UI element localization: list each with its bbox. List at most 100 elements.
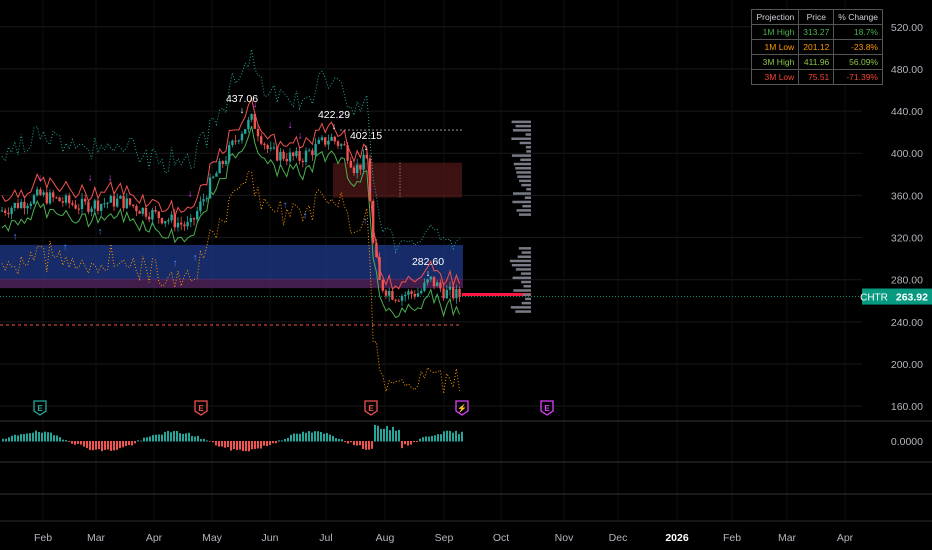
candle xyxy=(125,198,128,209)
oscillator-bar xyxy=(368,441,370,450)
volume-profile-bar xyxy=(512,192,531,195)
sell-arrow-icon: ↓ xyxy=(288,120,293,131)
y-tick-label: 400.00 xyxy=(891,148,923,160)
oscillator-bar xyxy=(233,441,235,450)
candle xyxy=(84,198,87,202)
candle xyxy=(61,201,64,203)
oscillator-bar xyxy=(98,441,100,450)
candle xyxy=(167,220,170,222)
oscillator-bar xyxy=(263,441,265,446)
oscillator-bar xyxy=(68,441,70,442)
volume-profile-bar xyxy=(511,263,531,267)
volume-profile-bar xyxy=(516,209,531,212)
oscillator-bar xyxy=(29,433,31,442)
oscillator-bar xyxy=(86,441,88,449)
oscillator-bar xyxy=(173,431,175,442)
candle xyxy=(100,204,103,211)
candle xyxy=(122,195,125,209)
candle xyxy=(0,210,4,212)
oscillator-bar xyxy=(212,441,214,443)
sell-arrow-icon: ↓ xyxy=(88,173,93,184)
oscillator-bar xyxy=(254,441,256,450)
table-row: 3M Low 75.51 -71.39% xyxy=(751,69,883,85)
y-tick-label: 240.00 xyxy=(891,317,923,329)
oscillator-bar xyxy=(434,435,436,442)
oscillator-bar xyxy=(245,441,247,452)
oscillator-bar xyxy=(293,433,295,442)
candle xyxy=(391,290,394,300)
candle xyxy=(400,295,404,301)
candle xyxy=(215,173,218,177)
candle xyxy=(186,221,189,227)
candle xyxy=(7,212,10,215)
candle xyxy=(330,136,333,141)
oscillator-bar xyxy=(251,441,253,450)
oscillator-bar xyxy=(461,431,463,442)
oscillator-bar xyxy=(332,435,334,442)
buy-arrow-icon: ↑ xyxy=(283,200,288,211)
volume-profile-bar xyxy=(515,166,531,170)
candle xyxy=(103,203,106,205)
oscillator-bar xyxy=(59,437,61,442)
oscillator-bar xyxy=(311,432,313,442)
oscillator-bar xyxy=(428,436,430,442)
annotation-label: 282.60 xyxy=(412,256,444,268)
candle xyxy=(148,216,151,220)
candle xyxy=(64,195,68,203)
oscillator-bar xyxy=(338,438,340,442)
oscillator-bar xyxy=(398,429,400,442)
oscillator-bar xyxy=(209,441,211,442)
table-row: 1M Low 201.12 -23.8% xyxy=(751,39,883,55)
volume-profile-bar xyxy=(516,171,531,174)
oscillator-bar xyxy=(134,441,136,444)
candle xyxy=(4,210,7,213)
volume-profile-bar xyxy=(515,124,531,128)
oscillator-bar xyxy=(23,434,25,442)
candle xyxy=(404,294,407,296)
oscillator-bar xyxy=(449,430,451,442)
candle xyxy=(32,195,36,204)
candle xyxy=(23,201,26,209)
volume-profile-bar xyxy=(526,150,531,153)
buy-arrow-icon: ↑ xyxy=(98,226,103,237)
projection-name: 3M Low xyxy=(751,69,800,85)
volume-profile-bar xyxy=(511,154,531,157)
candle xyxy=(71,203,74,205)
candle xyxy=(55,197,58,199)
candle xyxy=(228,145,231,161)
candle xyxy=(36,189,39,196)
oscillator-bar xyxy=(215,441,217,446)
candle xyxy=(340,144,343,146)
projection-name: 1M Low xyxy=(751,39,800,55)
oscillator-bar xyxy=(248,441,250,452)
oscillator-bar xyxy=(230,441,232,451)
candle xyxy=(74,204,77,209)
supply-zone xyxy=(0,278,463,289)
earnings-event-icon: E xyxy=(194,400,208,416)
candle xyxy=(394,299,397,301)
oscillator-bar xyxy=(305,432,307,442)
candle xyxy=(442,288,445,299)
price-badge xyxy=(862,288,932,305)
oscillator-bar xyxy=(176,430,178,442)
oscillator-bar xyxy=(440,434,442,442)
volume-profile-bar xyxy=(522,204,531,208)
volume-profile-bar xyxy=(517,175,531,178)
candle xyxy=(48,192,52,204)
candle xyxy=(448,286,452,290)
x-tick-label: Nov xyxy=(555,532,574,544)
candle xyxy=(164,221,167,224)
candle xyxy=(384,290,388,296)
oscillator-bar xyxy=(167,430,169,442)
candle xyxy=(138,211,141,214)
candle xyxy=(301,160,304,163)
volume-profile-bar xyxy=(522,293,531,296)
oscillator-bar xyxy=(341,439,343,442)
oscillator-bar xyxy=(2,438,4,442)
candle xyxy=(426,279,429,283)
oscillator-bar xyxy=(203,438,205,442)
oscillator-bar xyxy=(365,441,367,450)
oscillator-bar xyxy=(206,440,208,442)
candle xyxy=(180,222,183,225)
